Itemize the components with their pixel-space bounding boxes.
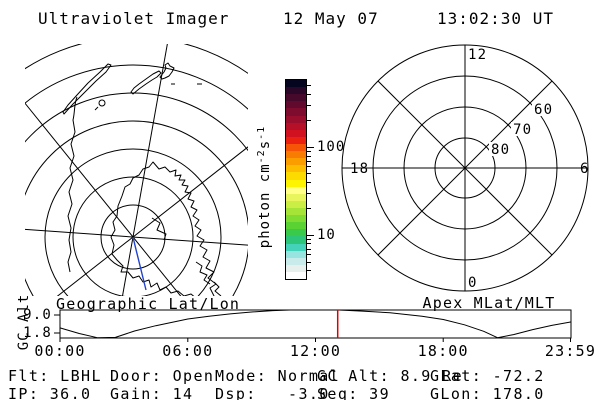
chart-ylabel: GC Alt: [16, 293, 32, 351]
spacecraft-track: [132, 236, 147, 291]
axis-ticks: [54, 314, 571, 342]
mlt-spokes: [342, 45, 588, 291]
colorbar-tick-label-100: 100: [317, 139, 346, 155]
x-tick-1200: 12:00: [290, 342, 341, 360]
unit-mid: s: [257, 139, 273, 150]
colorbar-scale: [285, 79, 307, 280]
colorbar-ticks: 100 10: [307, 79, 347, 280]
title-time: 13:02:30 UT: [437, 9, 554, 28]
status-ip: IP: 36.0: [8, 385, 92, 400]
title-app: Ultraviolet Imager: [38, 9, 230, 28]
status-door: Door: Open: [110, 367, 215, 385]
geographic-caption: Geographic Lat/Lon: [56, 295, 241, 313]
x-tick-1800: 18:00: [418, 342, 469, 360]
status-gain: Gain: 14: [110, 385, 194, 400]
unit-exp1: -2: [256, 149, 267, 164]
status-glat: GLat: -72.2: [430, 367, 545, 385]
polar-plot: 12 18 6 0 80 70 60: [341, 44, 590, 292]
title-date: 12 May 07: [283, 9, 379, 28]
unit-exp2: -1: [256, 125, 267, 140]
coastlines: [62, 62, 222, 296]
colorbar-unit-label: photon cm-2s-1: [256, 125, 273, 249]
status-flt: Flt: LBHL: [8, 367, 102, 385]
chart-frame: [59, 309, 572, 339]
status-seq: Seq: 39: [317, 385, 391, 400]
status-glon: GLon: 178.0: [430, 385, 545, 400]
y-tick-9: 9.0: [23, 307, 52, 323]
x-tick-2359: 23:59: [545, 342, 596, 360]
colorbar-tick-label-10: 10: [317, 227, 336, 243]
mlat-label-80: 80: [491, 142, 510, 158]
mlat-label-60: 60: [534, 102, 553, 118]
x-tick-0000: 00:00: [34, 342, 85, 360]
latitude-grid: [25, 44, 248, 296]
mlat-label-70: 70: [513, 122, 532, 138]
altitude-curve: [59, 309, 571, 339]
status-mode: Mode: Normal: [215, 367, 341, 385]
geographic-map: [25, 44, 248, 296]
mlt-label-12: 12: [468, 47, 487, 63]
status-dsp: Dsp: -3.0: [215, 385, 330, 400]
y-tick-18: 1.8: [23, 325, 52, 341]
mlt-label-0: 0: [468, 275, 478, 291]
apex-caption: Apex MLat/MLT: [422, 294, 556, 312]
orbit-chart: 9.0 1.8 00:00 06:00 12:00 18:00 23:59: [23, 307, 596, 360]
x-tick-0600: 06:00: [162, 342, 213, 360]
status-gcalt: GC Alt: 8.9 Re: [317, 367, 464, 385]
unit-prefix: photon cm: [257, 163, 273, 249]
mlt-label-6: 6: [580, 161, 590, 177]
mlt-label-18: 18: [350, 161, 369, 177]
